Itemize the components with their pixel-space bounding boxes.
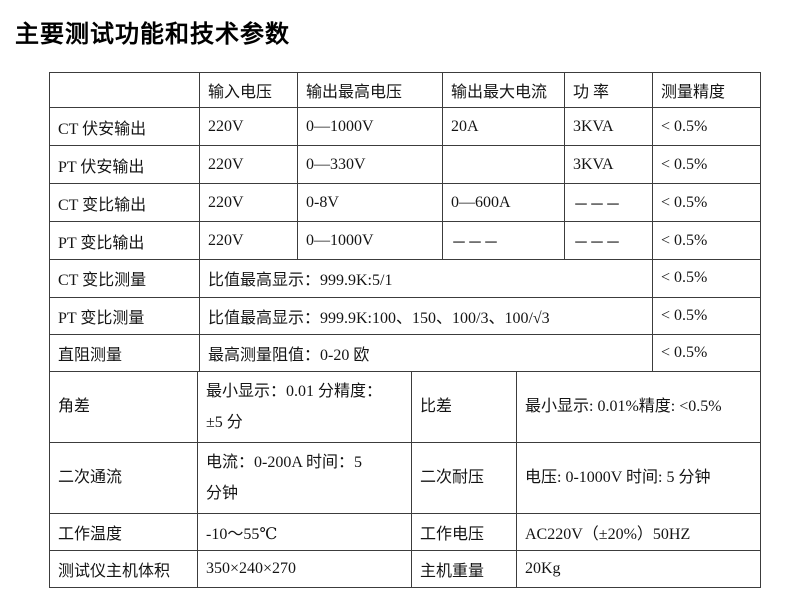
table-row: PT 变比输出 220V 0—1000V －－－ －－－ < 0.5% [49, 221, 761, 260]
row-label: 角差 [49, 371, 198, 443]
cell-value: 电流：0-200A 时间：5 分钟 [197, 442, 412, 514]
table-row: PT 变比测量 比值最高显示：999.9K:100、150、100/3、100/… [49, 296, 761, 335]
table-row: CT 伏安输出 220V 0—1000V 20A 3KVA < 0.5% [49, 107, 761, 146]
row-label: 工作温度 [49, 513, 198, 551]
row-label: CT 伏安输出 [49, 107, 200, 146]
cell-max-output-voltage: 0—1000V [297, 107, 443, 146]
row-label-2: 比差 [411, 371, 517, 443]
table-row: CT 变比输出 220V 0-8V 0—600A －－－ < 0.5% [49, 183, 761, 222]
cell-input-voltage: 220V [199, 221, 298, 260]
cell-max-output-current: 20A [442, 107, 565, 146]
row-label: PT 伏安输出 [49, 145, 200, 184]
cell-value: 350×240×270 [197, 550, 412, 588]
cell-max-output-current [442, 145, 565, 184]
cell-input-voltage: 220V [199, 107, 298, 146]
table-row: 工作温度 -10～55℃ 工作电压 AC220V（±20%）50HZ [49, 513, 761, 551]
measurement-section: CT 变比测量 比值最高显示：999.9K:5/1 < 0.5% PT 变比测量… [49, 260, 761, 372]
cell-max-output-voltage: 0—330V [297, 145, 443, 184]
cell-value-2: 最小显示: 0.01%精度: <0.5% [516, 371, 761, 443]
output-spec-section: 输入电压 输出最高电压 输出最大电流 功 率 测量精度 CT 伏安输出 220V… [49, 72, 761, 260]
cell-power: －－－ [564, 183, 653, 222]
table-row: 角差 最小显示：0.01 分精度： ±5 分 比差 最小显示: 0.01%精度:… [49, 371, 761, 443]
cell-value: -10～55℃ [197, 513, 412, 551]
row-label: PT 变比输出 [49, 221, 200, 260]
paired-params-section: 角差 最小显示：0.01 分精度： ±5 分 比差 最小显示: 0.01%精度:… [49, 371, 761, 588]
row-label: CT 变比测量 [49, 260, 200, 298]
cell-power: 3KVA [564, 145, 653, 184]
row-label-2: 工作电压 [411, 513, 517, 551]
cell-value: 最高测量阻值：0-20 欧 [199, 333, 653, 372]
cell-accuracy: < 0.5% [652, 333, 761, 372]
table-row: 二次通流 电流：0-200A 时间：5 分钟 二次耐压 电压: 0-1000V … [49, 442, 761, 514]
cell-max-output-current: 0—600A [442, 183, 565, 222]
cell-value-2: AC220V（±20%）50HZ [516, 513, 761, 551]
cell-accuracy: < 0.5% [652, 221, 761, 260]
cell-max-output-voltage: 0-8V [297, 183, 443, 222]
table-row: CT 变比测量 比值最高显示：999.9K:5/1 < 0.5% [49, 260, 761, 298]
row-label: 直阻测量 [49, 333, 200, 372]
table-row: 直阻测量 最高测量阻值：0-20 欧 < 0.5% [49, 333, 761, 372]
header-cell-max-output-current: 输出最大电流 [442, 72, 565, 108]
spec-table: 输入电压 输出最高电压 输出最大电流 功 率 测量精度 CT 伏安输出 220V… [49, 72, 761, 588]
cell-value: 最小显示：0.01 分精度： ±5 分 [197, 371, 412, 443]
cell-input-voltage: 220V [199, 145, 298, 184]
cell-power: －－－ [564, 221, 653, 260]
row-label-2: 主机重量 [411, 550, 517, 588]
header-row: 输入电压 输出最高电压 输出最大电流 功 率 测量精度 [49, 72, 761, 108]
header-cell-accuracy: 测量精度 [652, 72, 761, 108]
header-cell-max-output-voltage: 输出最高电压 [297, 72, 443, 108]
cell-max-output-voltage: 0—1000V [297, 221, 443, 260]
cell-power: 3KVA [564, 107, 653, 146]
cell-value: 比值最高显示：999.9K:5/1 [199, 260, 653, 298]
header-cell-blank [49, 72, 200, 108]
row-label: 测试仪主机体积 [49, 550, 198, 588]
cell-value-2: 20Kg [516, 550, 761, 588]
cell-value-2: 电压: 0-1000V 时间: 5 分钟 [516, 442, 761, 514]
cell-accuracy: < 0.5% [652, 296, 761, 335]
cell-accuracy: < 0.5% [652, 145, 761, 184]
row-label-2: 二次耐压 [411, 442, 517, 514]
page-title: 主要测试功能和技术参数 [15, 22, 290, 48]
row-label: CT 变比输出 [49, 183, 200, 222]
header-cell-input-voltage: 输入电压 [199, 72, 298, 108]
header-cell-power: 功 率 [564, 72, 653, 108]
cell-max-output-current: －－－ [442, 221, 565, 260]
row-label: 二次通流 [49, 442, 198, 514]
cell-accuracy: < 0.5% [652, 107, 761, 146]
cell-value: 比值最高显示：999.9K:100、150、100/3、100/√3 [199, 296, 653, 335]
cell-input-voltage: 220V [199, 183, 298, 222]
table-row: PT 伏安输出 220V 0—330V 3KVA < 0.5% [49, 145, 761, 184]
table-row: 测试仪主机体积 350×240×270 主机重量 20Kg [49, 550, 761, 588]
cell-accuracy: < 0.5% [652, 183, 761, 222]
row-label: PT 变比测量 [49, 296, 200, 335]
cell-accuracy: < 0.5% [652, 260, 761, 298]
